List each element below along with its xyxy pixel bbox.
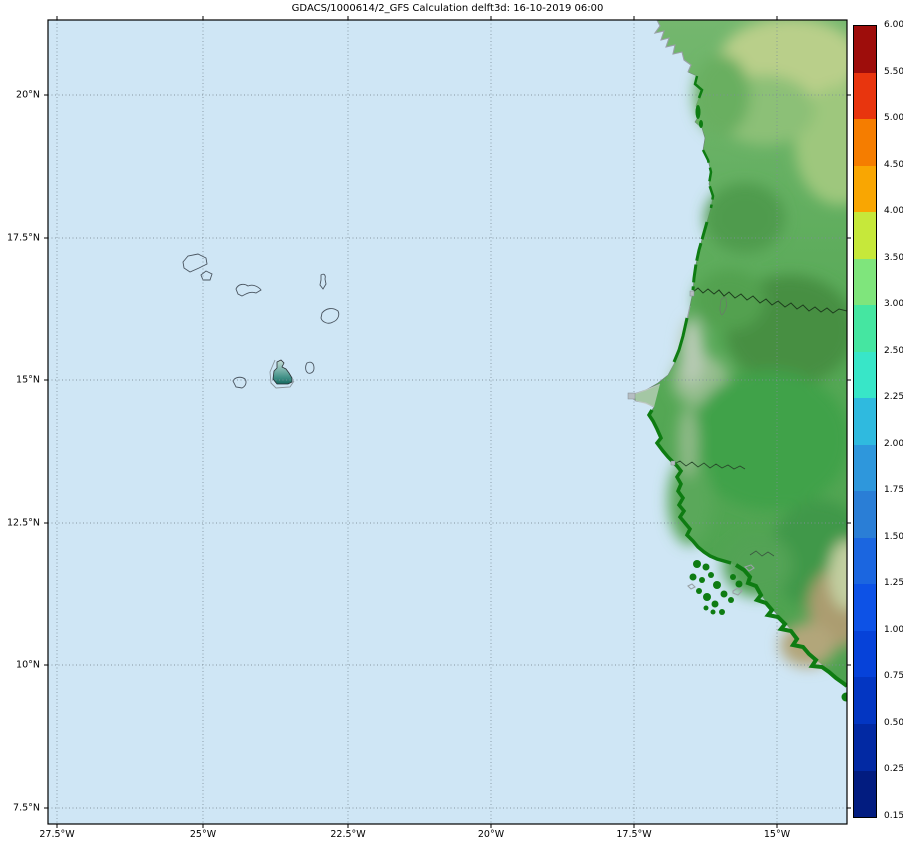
y-tick-label: 20°N xyxy=(16,89,40,101)
colorbar-tick-label: 5.00 xyxy=(884,113,903,123)
colorbar-tick-label: 4.00 xyxy=(884,206,903,216)
city-markers xyxy=(627,290,695,466)
colorbar-tick-label: 3.00 xyxy=(884,299,903,309)
map-canvas xyxy=(44,16,851,828)
colorbar-segment xyxy=(854,398,876,445)
coast-lagoon-patch2 xyxy=(699,120,703,128)
senegal-river xyxy=(692,287,847,314)
bijagos-archipelago xyxy=(689,560,847,702)
colorbar-tick-label: 0.50 xyxy=(884,718,903,728)
colorbar-segment xyxy=(854,351,876,399)
colorbar-segment xyxy=(854,770,876,818)
colorbar-segment xyxy=(854,72,876,120)
y-tick-label: 7.5°N xyxy=(13,802,40,814)
graticule xyxy=(48,20,847,824)
colorbar-segment xyxy=(854,212,876,259)
colorbar-tick-label: 2.25 xyxy=(884,392,903,402)
colorbar xyxy=(853,25,877,818)
colorbar-tick-label: 1.50 xyxy=(884,532,903,542)
island-santiago-surge-fill xyxy=(272,359,293,385)
colorbar-segment xyxy=(854,630,876,678)
island-sao-nicolau xyxy=(235,283,262,297)
colorbar-tick-label: 3.50 xyxy=(884,253,903,263)
colorbar-segment xyxy=(854,444,876,492)
colorbar-segment xyxy=(854,258,876,306)
island-boa-vista xyxy=(320,308,340,324)
island-santiago-outline xyxy=(269,359,295,389)
colorbar-tick-label: 4.50 xyxy=(884,160,903,170)
saint-louis-city-block xyxy=(689,290,695,297)
colorbar-tick-label: 0.15 xyxy=(884,811,903,821)
y-tick-label: 10°N xyxy=(16,659,40,671)
y-tick-label: 15°N xyxy=(16,374,40,386)
colorbar-tick-label: 6.00 xyxy=(884,20,903,30)
x-tick-label: 27.5°W xyxy=(39,829,75,840)
island-maio xyxy=(305,361,315,374)
casamance-river xyxy=(749,550,775,557)
senegal-river-island xyxy=(719,297,727,316)
terrain-shading xyxy=(668,20,847,667)
banjul-city-block xyxy=(670,460,676,466)
offshore-islet xyxy=(841,692,847,702)
colorbar-segment xyxy=(854,537,876,585)
colorbar-tick-label: 1.75 xyxy=(884,485,903,495)
colorbar-tick-label: 1.00 xyxy=(884,625,903,635)
coastline-overlay xyxy=(646,75,847,688)
figure-title: GDACS/1000614/2_GFS Calculation delft3d:… xyxy=(291,3,604,14)
colorbar-segment xyxy=(854,723,876,771)
island-santo-antao xyxy=(182,253,208,273)
colorbar-tick-label: 2.50 xyxy=(884,346,903,356)
colorbar-segment xyxy=(854,26,876,73)
dakar-peninsula xyxy=(634,384,660,407)
colorbar-tick-label: 1.25 xyxy=(884,578,903,588)
axis-ticks xyxy=(44,16,851,828)
x-tick-label: 25°W xyxy=(189,829,217,840)
colorbar-segment xyxy=(854,165,876,213)
colorbar-tick-label: 0.75 xyxy=(884,671,903,681)
dakar-city-block xyxy=(627,392,636,400)
colorbar-segment xyxy=(854,491,876,538)
gambia-river xyxy=(673,460,746,470)
y-tick-label: 17.5°N xyxy=(6,232,40,244)
x-tick-label: 15°W xyxy=(763,829,791,840)
y-tick-label: 12.5°N xyxy=(6,517,40,529)
colorbar-segment xyxy=(854,584,876,631)
colorbar-tick-label: 5.50 xyxy=(884,67,903,77)
colorbar-segment xyxy=(854,677,876,724)
x-tick-label: 22.5°W xyxy=(330,829,366,840)
cape-verde-islands xyxy=(182,253,340,389)
colorbar-tick-label: 2.00 xyxy=(884,439,903,449)
x-tick-label: 17.5°W xyxy=(616,829,652,840)
colorbar-segment xyxy=(854,119,876,166)
coast-lagoon-patch xyxy=(695,105,701,119)
colorbar-segment xyxy=(854,305,876,352)
island-sal xyxy=(319,273,327,290)
island-fogo xyxy=(232,376,247,389)
colorbar-tick-label: 0.25 xyxy=(884,764,903,774)
x-tick-label: 20°W xyxy=(477,829,505,840)
plot-border xyxy=(47,19,848,825)
